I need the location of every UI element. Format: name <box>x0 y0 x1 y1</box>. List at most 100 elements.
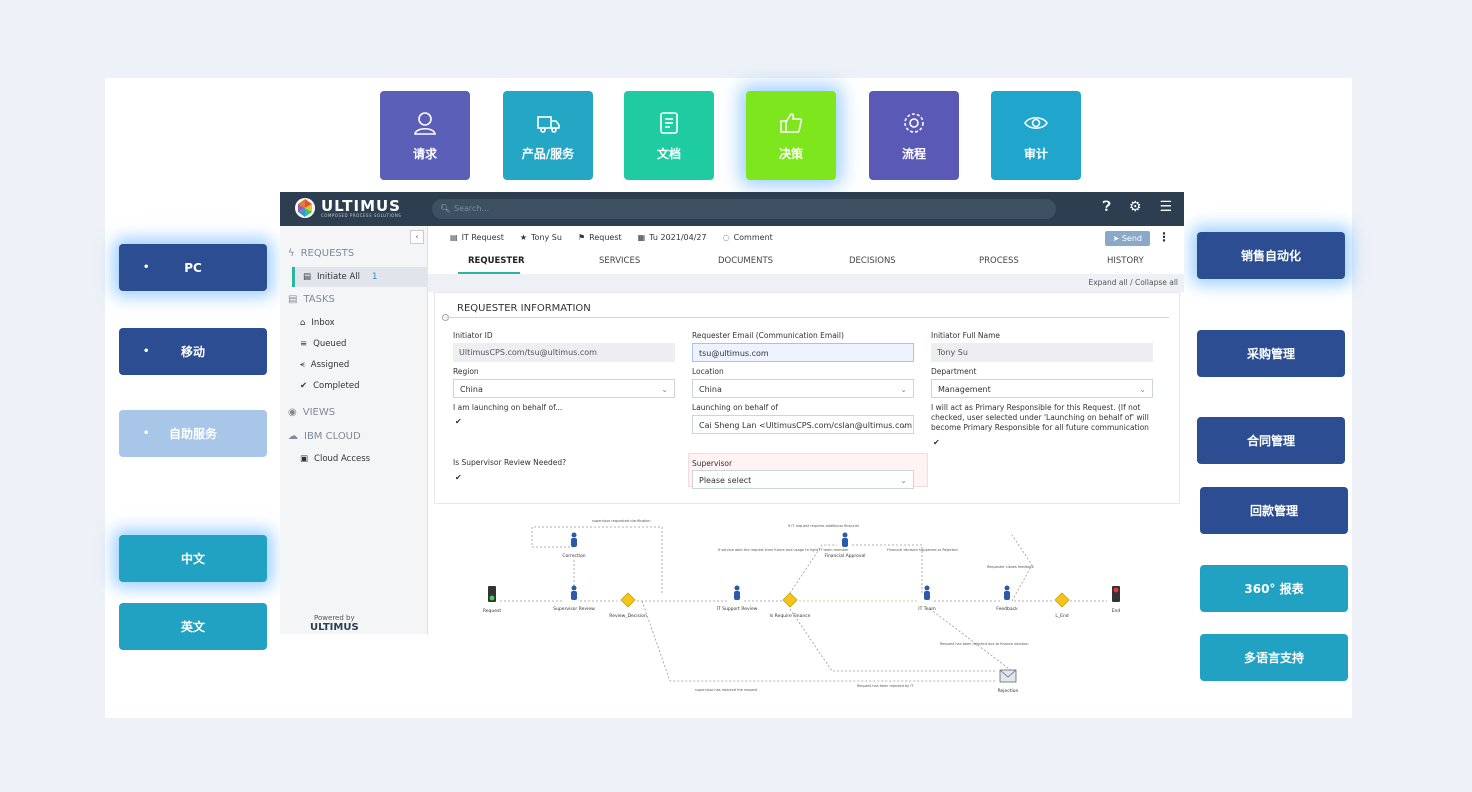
flow-node-label: IT Team <box>918 607 936 612</box>
decision-gateway-icon <box>598 592 658 612</box>
section-divider <box>445 317 1169 318</box>
crumb-request-type: ▤ IT Request <box>450 233 504 242</box>
chevron-down-icon: ⌄ <box>900 476 907 485</box>
ultimus-logo-icon <box>295 198 315 218</box>
flow-node[interactable]: IT Support Review <box>707 585 767 612</box>
supervisor-review-label: Is Supervisor Review Needed? <box>453 458 567 467</box>
person-icon <box>412 110 438 145</box>
sidebar-section-ibm-cloud[interactable]: ☁ IBM CLOUD <box>288 431 361 442</box>
flow-node[interactable]: Supervisor Review <box>544 585 604 612</box>
comment-icon: ◌ <box>722 233 730 242</box>
logo-name: ULTIMUS <box>321 196 401 215</box>
primary-responsible-checkbox[interactable]: ✔ <box>933 438 940 447</box>
help-icon[interactable]: ❓︎ <box>1102 199 1111 215</box>
right-option-label: 采购管理 <box>1246 347 1295 361</box>
flow-node[interactable]: Financial Approval <box>815 532 875 559</box>
feature-tile-5[interactable]: 流程 <box>869 91 959 180</box>
flow-node[interactable]: Correction <box>544 532 604 559</box>
right-option-button-3[interactable]: 合同管理 <box>1197 417 1345 464</box>
behalf-checkbox[interactable]: ✔ <box>455 417 462 426</box>
calendar-icon: ▦ <box>637 233 646 242</box>
gear-icon[interactable]: ⚙︎ <box>1128 199 1142 215</box>
department-select[interactable]: Management ⌄ <box>931 379 1153 398</box>
flow-edge-label: Requester closes feedback <box>987 565 1034 569</box>
feature-tile-label: 请求 <box>412 146 437 161</box>
tab-documents[interactable]: DOCUMENTS <box>718 256 774 266</box>
crumb-user: ★ Tony Su <box>519 233 562 242</box>
flow-node-label: Is Require Finance <box>769 614 811 619</box>
feature-tile-label: 决策 <box>778 146 803 161</box>
flow-node-label: L_End <box>1055 614 1069 619</box>
chevron-down-icon: ⌄ <box>1139 385 1146 394</box>
send-button[interactable]: ➤ Send <box>1104 231 1150 246</box>
search-input[interactable]: 🔍︎ Search... <box>432 199 1056 219</box>
right-option-button-2[interactable]: 采购管理 <box>1197 330 1345 377</box>
initiator-id-field: UltimusCPS.com/tsu@ultimus.com <box>453 343 675 362</box>
feature-tile-6[interactable]: 审计 <box>991 91 1081 180</box>
flow-node[interactable]: L_End <box>1032 592 1092 619</box>
flow-edge-label: Financial decision happened or Rejected <box>887 548 958 552</box>
send-icon: ➤ <box>1112 234 1120 243</box>
right-option-label: 360° 报表 <box>1244 582 1304 596</box>
supervisor-review-checkbox[interactable]: ✔ <box>455 473 462 482</box>
flow-node[interactable]: Rejection <box>978 668 1038 694</box>
right-option-button-6[interactable]: 多语言支持 <box>1200 634 1348 681</box>
sidebar-item-assigned[interactable]: ⪪ Assigned <box>300 360 350 370</box>
expand-collapse-link[interactable]: Expand all / Collapse all <box>1088 278 1178 287</box>
user-task-icon <box>707 585 767 605</box>
tab-history[interactable]: HISTORY <box>1107 256 1144 266</box>
flow-node-label: Supervisor Review <box>553 607 595 612</box>
flow-node[interactable]: Feedback <box>977 585 1037 612</box>
left-option-label: 移动 <box>180 345 205 359</box>
sidebar-section-requests[interactable]: ϟ REQUESTS <box>288 248 355 259</box>
sidebar-section-tasks[interactable]: ▤ TASKS <box>288 294 335 305</box>
supervisor-select[interactable]: Please select ⌄ <box>692 470 914 489</box>
location-select[interactable]: China ⌄ <box>692 379 914 398</box>
flow-node[interactable]: End <box>1086 585 1146 614</box>
right-option-button-1[interactable]: 销售自动化 <box>1197 232 1345 279</box>
flow-node[interactable]: Review_Decision <box>598 592 658 619</box>
sidebar-section-views[interactable]: ◉ VIEWS <box>288 407 336 418</box>
left-option-button-3[interactable]: • 自助服务 <box>119 410 267 457</box>
more-options-icon[interactable]: ⋮ <box>1158 230 1170 244</box>
crumb-comment[interactable]: ◌ Comment <box>722 233 773 242</box>
sidebar-item-cloud-access[interactable]: ▣ Cloud Access <box>300 454 371 464</box>
flow-node[interactable]: Is Require Finance <box>760 592 820 619</box>
sidebar-item-queued[interactable]: ≡ Queued <box>300 339 347 349</box>
primary-responsible-note: I will act as Primary Responsible for th… <box>931 403 1149 432</box>
left-option-label: 中文 <box>180 552 205 566</box>
right-option-button-5[interactable]: 360° 报表 <box>1200 565 1348 612</box>
launching-select[interactable]: Cai Sheng Lan <UltimusCPS.com/cslan@ulti… <box>692 415 914 434</box>
flow-node[interactable]: IT Team <box>897 585 957 612</box>
feature-tile-3[interactable]: 文档 <box>624 91 714 180</box>
feature-tile-4[interactable]: 决策 <box>746 91 836 180</box>
email-label: Requester Email (Communication Email) <box>692 331 844 340</box>
tab-services[interactable]: SERVICES <box>599 256 641 266</box>
tab-process[interactable]: PROCESS <box>979 256 1019 266</box>
left-option-button-5[interactable]: 英文 <box>119 603 267 650</box>
sidebar-item-inbox[interactable]: ⌂ Inbox <box>300 318 335 328</box>
email-field[interactable]: tsu@ultimus.com <box>692 343 914 362</box>
feature-tile-2[interactable]: 产品/服务 <box>503 91 593 180</box>
left-option-button-4[interactable]: 中文 <box>119 535 267 582</box>
left-option-button-1[interactable]: • PC <box>119 244 267 291</box>
ultimus-logo[interactable]: ULTIMUS COMPOSED PROCESS SOLUTIONS <box>294 197 401 219</box>
flow-node[interactable]: Request <box>462 585 522 614</box>
left-option-button-2[interactable]: • 移动 <box>119 328 267 375</box>
flow-node-label: Rejection <box>997 689 1019 694</box>
sidebar-item-completed[interactable]: ✔ Completed <box>300 381 360 391</box>
collapse-sidebar-button[interactable]: ‹ <box>410 230 424 244</box>
region-select[interactable]: China ⌄ <box>453 379 675 398</box>
menu-icon[interactable]: ☰ <box>1159 199 1172 215</box>
feature-tile-label: 产品/服务 <box>521 146 575 161</box>
sidebar-item-initiate-all[interactable]: ▤ Initiate All 1 <box>292 267 428 287</box>
flow-edge-label: supervisor requested clarification <box>592 519 651 523</box>
check-circle-icon: ✔ <box>300 381 308 391</box>
feature-tile-1[interactable]: 请求 <box>380 91 470 180</box>
gear-icon <box>901 110 927 145</box>
expand-collapse-bar: Expand all / Collapse all <box>428 274 1184 292</box>
tab-requester[interactable]: REQUESTER <box>468 256 525 266</box>
flow-node-label: End <box>1111 609 1121 614</box>
tab-decisions[interactable]: DECISIONS <box>849 256 896 266</box>
right-option-button-4[interactable]: 回款管理 <box>1200 487 1348 534</box>
